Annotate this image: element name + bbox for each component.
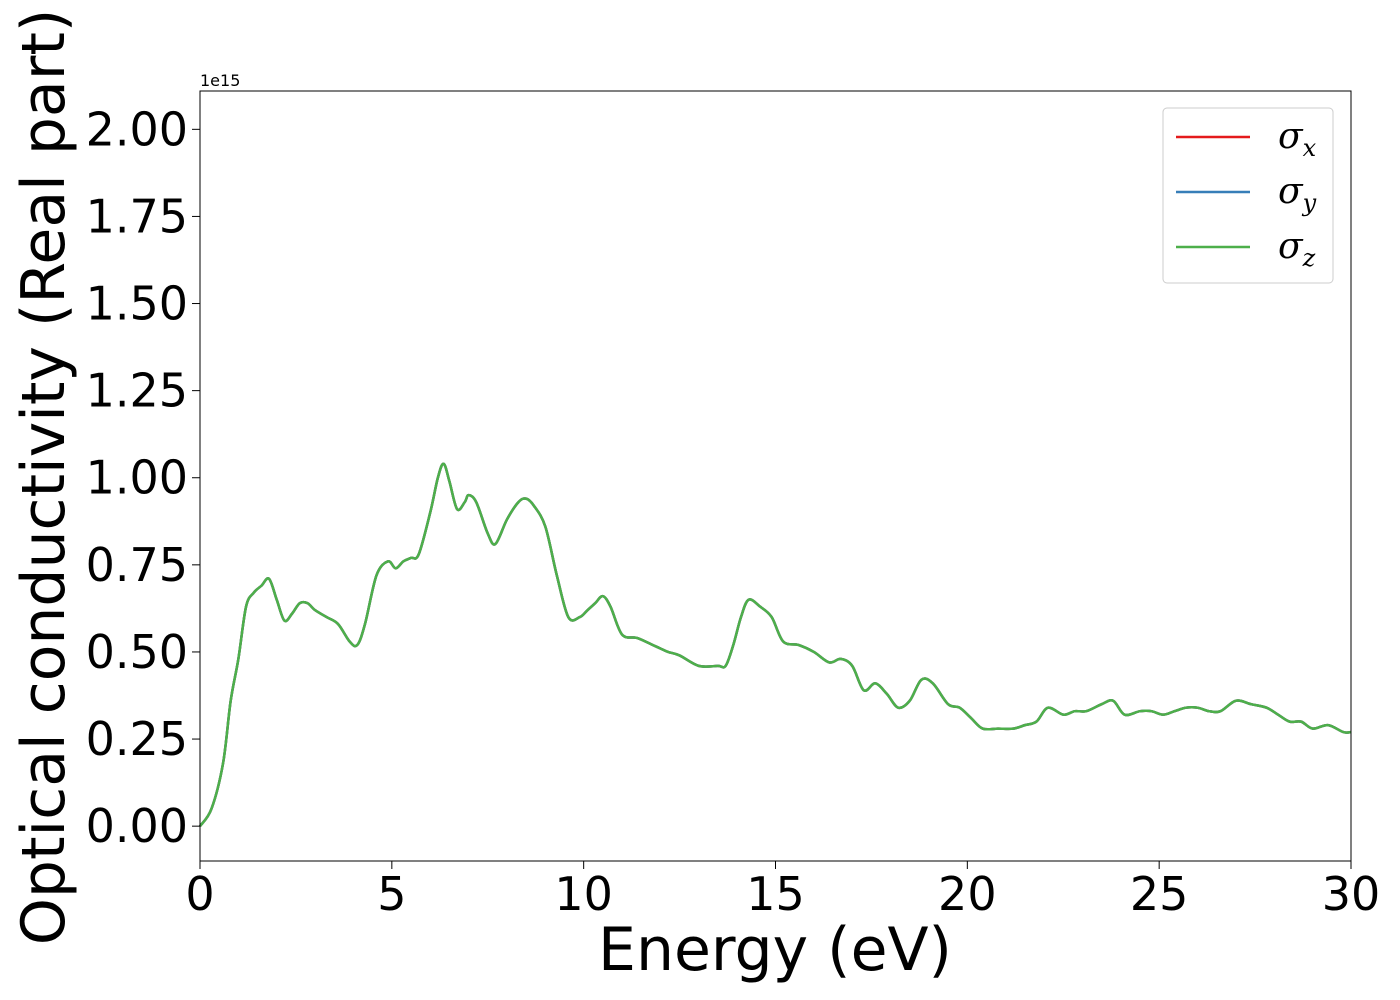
- axes-background: [200, 91, 1351, 861]
- legend-label-x: σx: [1278, 116, 1317, 162]
- y-tick-label: 1.50: [86, 277, 188, 331]
- series-layer: [198, 462, 1352, 827]
- x-axis-ticks: 0 5 10 15 20 25 30: [185, 861, 1380, 921]
- x-tick-label: 10: [554, 867, 613, 921]
- y-tick-label: 1.75: [86, 189, 188, 243]
- legend-entries: σx σy σz: [1176, 116, 1317, 272]
- x-tick-label: 5: [377, 867, 406, 921]
- y-tick-label: 0.75: [86, 538, 188, 592]
- legend: σx σy σz: [1162, 107, 1334, 284]
- x-tick-label: 20: [938, 867, 997, 921]
- x-tick-label: 30: [1322, 867, 1381, 921]
- y-offset-text: 1e15: [200, 71, 240, 90]
- x-tick-label: 25: [1130, 867, 1189, 921]
- y-tick-label: 2.00: [86, 102, 188, 156]
- y-axis-ticks: 0.00 0.25 0.50 0.75 1.00 1.25 1.50 1.75 2.00: [86, 102, 200, 853]
- legend-label-z: σz: [1278, 226, 1316, 272]
- x-tick-label: 0: [185, 867, 214, 921]
- y-tick-label: 1.00: [86, 451, 188, 505]
- y-tick-label: 0.25: [86, 712, 188, 766]
- y-tick-label: 1.25: [86, 364, 188, 418]
- x-tick-label: 15: [746, 867, 805, 921]
- series-line-z: [198, 462, 1352, 827]
- x-axis-title: Energy (eV): [598, 915, 952, 985]
- legend-box: [1162, 107, 1334, 284]
- y-tick-label: 0.00: [86, 799, 188, 853]
- y-axis-title: Optical conductivity (Real part): [9, 9, 79, 946]
- legend-label-y: σy: [1278, 171, 1317, 217]
- y-tick-label: 0.50: [86, 625, 188, 679]
